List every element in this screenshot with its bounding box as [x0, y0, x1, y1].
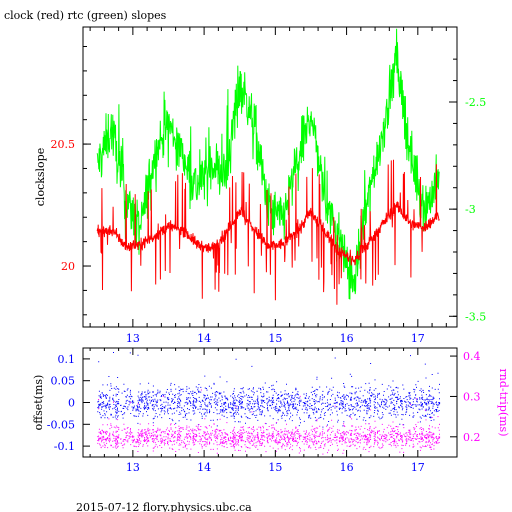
bottom-left-y-tick-label: -0.1 — [54, 440, 75, 453]
offset-scatter-points — [97, 352, 441, 428]
top-right-y-tick-label: -3.5 — [465, 310, 486, 323]
bottom-right-y-tick-label: 0.4 — [463, 350, 481, 363]
bottom-left-y-axis-label: offset(ms) — [32, 375, 45, 431]
bottom-left-y-tick-label: -0.05 — [47, 418, 75, 431]
top-panel: 13 14 15 16 17 20 20.5 -3.5 -3 -2.5 clockslope — [34, 26, 486, 345]
chart-title: clock (red) rtc (green) slopes — [4, 9, 167, 22]
top-x-tick-label: 13 — [126, 332, 140, 345]
bottom-x-tick-label: 16 — [340, 461, 354, 474]
top-x-tick-label: 16 — [340, 332, 354, 345]
rtc-series-line — [96, 28, 440, 300]
bottom-x-tick-label: 15 — [268, 461, 282, 474]
bottom-x-tick-label: 14 — [197, 461, 211, 474]
top-left-y-tick-label: 20 — [61, 260, 75, 273]
footer-caption: 2015-07-12 flory.physics.ubc.ca — [76, 501, 252, 512]
top-left-y-tick-label: 20.5 — [51, 138, 76, 151]
top-right-y-tick-label: -3 — [465, 203, 476, 216]
top-x-tick-label: 15 — [268, 332, 282, 345]
bottom-right-y-axis-label: rnd-trip(ms) — [497, 369, 510, 437]
bottom-left-y-tick-label: 0 — [68, 397, 75, 410]
bottom-right-y-tick-label: 0.3 — [463, 390, 481, 403]
top-right-y-tick-label: -2.5 — [465, 96, 486, 109]
bottom-x-tick-label: 13 — [126, 461, 140, 474]
top-y-axis-label: clockslope — [34, 148, 47, 206]
bottom-right-y-tick-label: 0.2 — [463, 431, 481, 444]
bottom-x-tick-label: 17 — [411, 461, 425, 474]
bottom-panel: 13 14 15 16 17 -0.1 -0.05 0 0.05 0.1 0.2 0.3 0.4 offs… — [32, 347, 510, 474]
bottom-left-y-tick-label: 0.1 — [58, 353, 76, 366]
top-x-tick-label: 14 — [197, 332, 211, 345]
top-plot-frame — [82, 26, 458, 328]
top-x-tick-label: 17 — [411, 332, 425, 345]
bottom-left-y-tick-label: 0.05 — [51, 375, 76, 388]
clock-series-line — [96, 159, 440, 305]
